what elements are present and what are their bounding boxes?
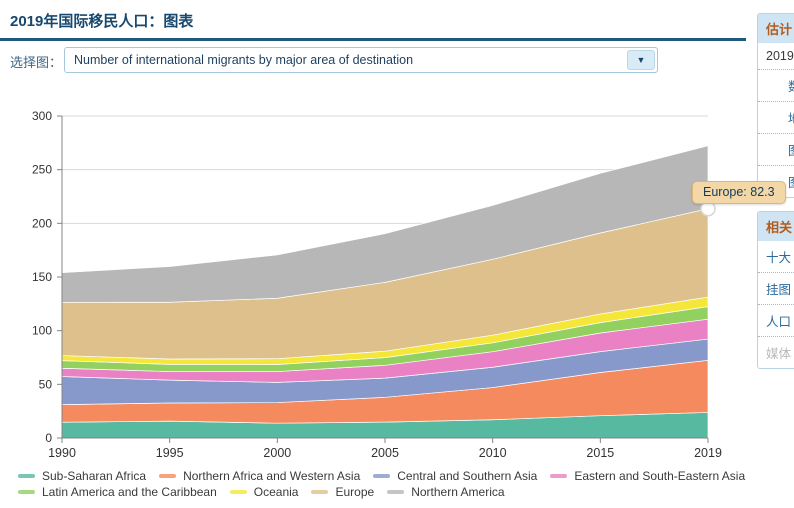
legend-item-eastern-and-south-eastern-asia[interactable]: Eastern and South-Eastern Asia	[550, 469, 745, 483]
sidebar-item-wallchart-link[interactable]: 挂图	[758, 272, 794, 304]
related-box-header: 相关	[758, 212, 794, 241]
legend-row-2: Latin America and the Caribbean Oceania Eu…	[18, 485, 794, 499]
chart-select-dropdown[interactable]: Number of international migrants by majo…	[64, 47, 658, 73]
legend-swatch-latin-america-and-the-caribbean	[18, 490, 35, 494]
legend-item-northern-africa-and-western-asia[interactable]: Northern Africa and Western Asia	[159, 469, 360, 483]
legend-label: Sub-Saharan Africa	[42, 469, 147, 483]
legend-label: Central and Southern Asia	[397, 469, 538, 483]
legend-label: Northern America	[411, 485, 505, 499]
sidebar-estimates-box: 估计 2019 数 地 图 图	[757, 13, 794, 198]
sidebar-item-top-ten-link[interactable]: 十大	[766, 251, 792, 265]
x-tick-label-2000: 2000	[263, 446, 291, 460]
x-tick-label-2005: 2005	[371, 446, 399, 460]
title-divider	[0, 38, 746, 41]
legend-row-1: Sub-Saharan Africa Northern Africa and We…	[18, 469, 794, 483]
y-tick-label-150: 150	[32, 270, 52, 284]
legend-label: Eastern and South-Eastern Asia	[574, 469, 746, 483]
sidebar-item-destination-link[interactable]: 地	[758, 101, 794, 133]
chevron-down-icon: ▼	[636, 55, 646, 65]
y-tick-label-0: 0	[45, 431, 52, 445]
legend-item-oceania[interactable]: Oceania	[229, 485, 299, 499]
legend-item-latin-america-and-the-caribbean[interactable]: Latin America and the Caribbean	[18, 485, 217, 499]
x-tick-label-2015: 2015	[586, 446, 614, 460]
chart-select-label: 选择图：	[10, 55, 63, 70]
legend-swatch-northern-africa-and-western-asia	[159, 474, 177, 478]
y-tick-label-100: 100	[32, 324, 52, 338]
chart-legend: Sub-Saharan Africa Northern Africa and We…	[18, 469, 794, 501]
sidebar-item-data-link[interactable]: 数	[758, 69, 794, 101]
sidebar-item-2019: 2019	[766, 49, 794, 63]
legend-swatch-eastern-and-south-eastern-asia	[550, 474, 568, 478]
sidebar-item-population-link[interactable]: 人口	[758, 304, 794, 336]
y-tick-label-300: 300	[32, 109, 52, 123]
chart-tooltip: Europe: 82.3	[692, 181, 786, 204]
legend-swatch-europe	[311, 490, 329, 494]
sidebar-item-graph-link[interactable]: 图	[758, 165, 794, 197]
x-tick-label-2010: 2010	[479, 446, 507, 460]
sidebar-related-box: 相关 十大 挂图 人口 媒体	[757, 211, 794, 369]
sidebar-item-chart-link[interactable]: 图	[758, 133, 794, 165]
x-tick-label-2019: 2019	[694, 446, 722, 460]
legend-item-europe[interactable]: Europe	[311, 485, 374, 499]
legend-swatch-sub-saharan-africa	[18, 474, 35, 478]
legend-swatch-oceania	[229, 490, 247, 494]
legend-label: Latin America and the Caribbean	[42, 485, 217, 499]
legend-swatch-northern-america	[387, 490, 405, 494]
dropdown-arrow-button[interactable]: ▼	[627, 50, 655, 70]
legend-label: Europe	[335, 485, 375, 499]
y-tick-label-50: 50	[39, 377, 53, 391]
y-tick-label-250: 250	[32, 163, 52, 177]
legend-label: Northern Africa and Western Asia	[183, 469, 361, 483]
page-title: 2019年国际移民人口：图表	[10, 13, 194, 30]
legend-item-central-and-southern-asia[interactable]: Central and Southern Asia	[373, 469, 537, 483]
x-tick-label-1990: 1990	[48, 446, 76, 460]
x-tick-label-1995: 1995	[156, 446, 184, 460]
legend-label: Oceania	[253, 485, 299, 499]
legend-swatch-central-and-southern-asia	[373, 474, 391, 478]
y-tick-label-200: 200	[32, 216, 52, 230]
chart-select-value: Number of international migrants by majo…	[74, 53, 414, 67]
sidebar-item-media-link: 媒体	[758, 336, 794, 368]
estimates-box-header: 估计	[758, 14, 794, 43]
legend-item-northern-america[interactable]: Northern America	[387, 485, 505, 499]
legend-item-sub-saharan-africa[interactable]: Sub-Saharan Africa	[18, 469, 146, 483]
